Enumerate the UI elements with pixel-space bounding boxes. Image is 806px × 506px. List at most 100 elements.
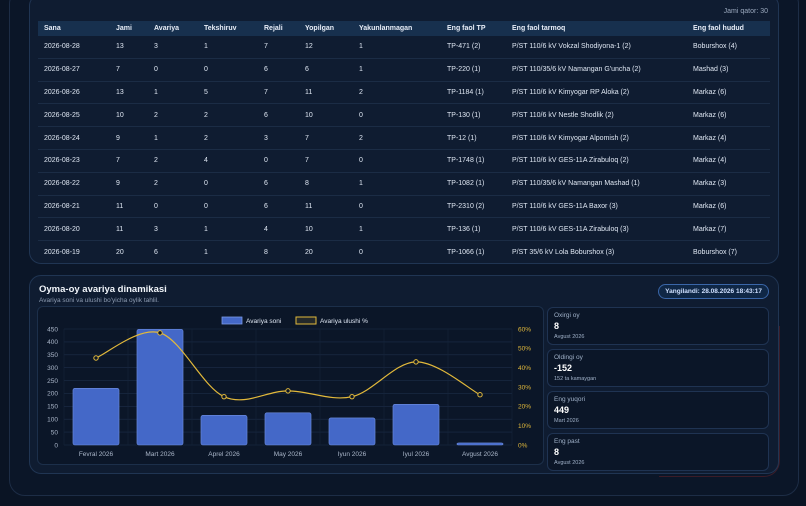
cell-closed: 10 [299,217,353,241]
stat-label: Oxirgi oy [554,312,580,319]
cell-accidents: 1 [148,126,198,150]
table-row[interactable]: 2026-08-26 13 1 5 7 11 2 TP-1184 (1) P/S… [38,80,770,104]
y-left-tick-label: 200 [47,391,58,398]
bar[interactable] [72,387,120,446]
cell-unfinished: 1 [353,57,441,82]
line-point[interactable] [285,388,291,394]
y-left-tick-label: 350 [47,352,58,359]
column-header-top-tp[interactable]: Eng faol TP [447,25,486,32]
cell-top-region: Markaz (6) [687,194,770,218]
column-header-unfinished[interactable]: Yakunlanmagan [359,25,413,32]
table-row[interactable]: 2026-08-25 10 2 2 6 10 0 TP-130 (1) P/ST… [38,103,770,127]
chart-subtitle: Avariya soni va ulushi bo'yicha oylik ta… [39,297,159,304]
table-row[interactable]: 2026-08-27 7 0 0 6 6 1 TP-220 (1) P/ST 1… [38,57,770,82]
bar-series [72,328,504,446]
cell-planned: 7 [258,80,299,104]
bar[interactable] [200,415,248,446]
column-header-total[interactable]: Jami [116,25,132,32]
cell-date: 2026-08-24 [38,126,110,150]
cell-unfinished: 1 [359,43,363,51]
legend-swatch-bars[interactable] [221,316,243,325]
stat-sub: Avgust 2026 [554,460,585,466]
bar[interactable] [392,403,440,446]
y-left-tick-label: 450 [47,326,58,333]
stat-card-previous-month: Oldingi oy -152 152 ta kamaygan [547,349,769,387]
cell-inspections: 5 [198,80,258,104]
chart-legend[interactable]: Avariya soni Avariya ulushi % [221,316,368,325]
column-header-top-region[interactable]: Eng faol hudud [693,25,744,32]
cell-accidents: 1 [148,80,198,104]
cell-date: 2026-08-19 [38,240,110,263]
cell-planned: 6 [258,194,299,218]
line-point[interactable] [93,355,99,361]
cell-top-tp: TP-1082 (1) [441,171,506,196]
line-point[interactable] [477,392,483,398]
cell-inspections: 2 [198,126,258,150]
cell-inspections: 0 [198,171,258,196]
cell-top-region: Markaz (4) [687,126,770,150]
table-row[interactable]: 2026-08-23 7 2 4 0 7 0 TP-1748 (1) P/ST … [38,148,770,173]
daily-summary-card: Jami qator: 30 Sana Jami Avariya Tekshir… [29,0,779,264]
cell-top-tp: TP-1066 (1) [441,240,506,263]
stats-column: Oxirgi oy 8 Avgust 2026 Oldingi oy -152 … [547,307,769,475]
line-point[interactable] [349,393,355,400]
legend-label-bars[interactable]: Avariya soni [246,318,281,325]
bar[interactable] [136,328,184,446]
y-right-tick-label: 50% [518,346,531,353]
cell-top-region: Markaz (4) [687,148,770,173]
cell-inspections: 0 [198,57,258,82]
column-header-date[interactable]: Sana [44,25,61,32]
y-left-tick-label: 400 [47,339,58,346]
updated-badge: Yangilandi: 28.08.2026 18:43:17 [658,284,769,299]
table-row[interactable]: 2026-08-19 20 6 1 8 20 0 TP-1066 (1) P/S… [38,240,770,263]
monthly-chart: 0 50 100 150 200 250 300 350 400 450 0% 10% 20% 30% 4… [47,316,531,458]
x-tick-label: Aprel 2026 [208,451,240,458]
line-point[interactable] [413,359,419,365]
table-row[interactable]: 2026-08-21 11 0 0 6 11 0 TP-2310 (2) P/S… [38,194,770,218]
cell-top-tp: TP-2310 (2) [441,194,506,218]
column-header-inspections[interactable]: Tekshiruv [204,25,237,32]
bar[interactable] [456,442,504,446]
cell-closed: 8 [299,171,353,196]
cell-accidents: 6 [148,240,198,263]
stat-value: 8 [554,321,560,331]
table-row[interactable]: 2026-08-22 9 2 0 6 8 1 TP-1082 (1) P/ST … [38,171,770,196]
x-tick-label: Iyun 2026 [338,451,367,458]
column-header-accidents[interactable]: Avariya [154,25,180,32]
cell-date: 2026-08-23 [38,148,110,173]
cell-total: 13 [110,80,148,104]
legend-swatch-line[interactable] [295,316,317,325]
table-row[interactable]: 2026-08-20 11 3 1 4 10 1 TP-136 (1) P/ST… [38,217,770,241]
cell-unfinished: 0 [353,103,441,127]
stat-label: Eng yuqori [554,396,586,403]
cell-top-network: P/ST 110/6 kV Nestle Shodlik (2) [506,103,687,127]
cell-accidents: 2 [148,103,198,127]
table-row[interactable]: 2026-08-28 13 3 1 7 12 1 TP-471 (2) P/ST… [38,36,770,58]
bar[interactable] [264,412,312,446]
cell-top-tp: TP-220 (1) [441,57,506,82]
cell-planned: 0 [258,148,299,173]
cell-accidents: 0 [148,194,198,218]
cell-inspections: 2 [198,103,258,127]
y-right-tick-label: 60% [518,326,531,333]
cell-total: 7 [110,57,148,82]
table-row[interactable]: 2026-08-24 9 1 2 3 7 2 TP-12 (1) P/ST 11… [38,126,770,150]
line-point[interactable] [157,330,163,336]
cell-top-network: P/ST 35/6 kV Lola Boburshox (3) [506,240,687,263]
stat-sub: Mart 2026 [554,418,579,424]
cell-top-network: P/ST 110/35/6 kV Namangan G'uncha (2) [506,57,687,82]
column-header-planned[interactable]: Rejali [264,25,283,32]
cell-inspections: 1 [204,43,208,51]
cell-total: 11 [110,217,148,241]
cell-inspections: 1 [198,240,258,263]
cell-unfinished: 0 [353,240,441,263]
line-point[interactable] [221,393,227,400]
cell-planned: 3 [258,126,299,150]
legend-label-line[interactable]: Avariya ulushi % [320,318,368,325]
column-header-closed[interactable]: Yopilgan [305,25,335,32]
cell-top-region: Markaz (7) [687,217,770,241]
bar[interactable] [328,417,376,446]
column-header-top-network[interactable]: Eng faol tarmoq [512,25,566,32]
cell-top-network: P/ST 110/35/6 kV Namangan Mashad (1) [506,171,687,196]
cell-date: 2026-08-20 [38,217,110,241]
